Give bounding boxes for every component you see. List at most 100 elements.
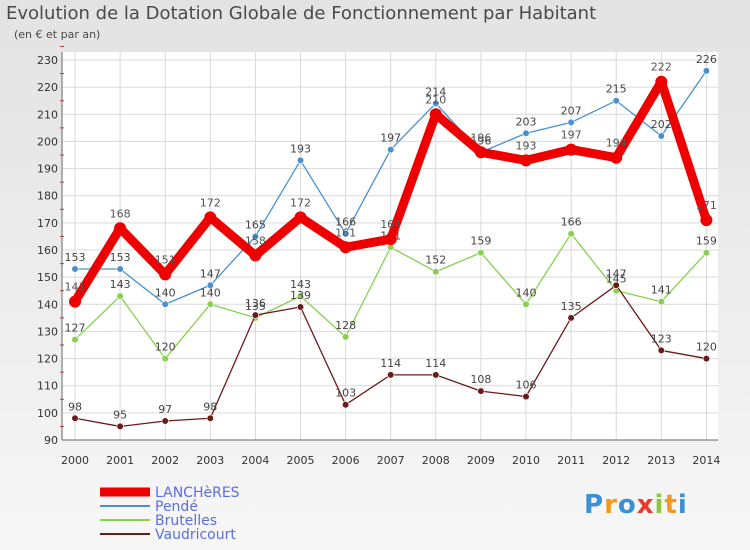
- data-label-pend-: 165: [245, 218, 266, 231]
- data-label-lanch-res: 210: [425, 93, 446, 106]
- data-label-vaudricourt: 97: [158, 403, 172, 416]
- y-tick-label: 120: [37, 353, 58, 366]
- x-tick-label: 2014: [692, 454, 720, 467]
- logo-letter: o: [617, 490, 637, 520]
- y-tick-label: 210: [37, 108, 58, 121]
- data-point-vaudricourt: [657, 346, 665, 355]
- data-label-vaudricourt: 98: [68, 400, 82, 413]
- data-point-brutelles: [342, 333, 350, 341]
- y-tick-label: 160: [37, 244, 58, 257]
- data-label-lanch-res: 197: [561, 129, 582, 142]
- x-tick-label: 2013: [647, 454, 675, 467]
- y-tick-label: 100: [37, 407, 58, 420]
- x-tick-label: 2005: [287, 454, 315, 467]
- data-label-pend-: 207: [561, 104, 582, 117]
- data-point-vaudricourt: [387, 371, 395, 379]
- data-label-vaudricourt: 108: [470, 373, 491, 386]
- y-tick-label: 190: [37, 163, 58, 176]
- data-point-lanch-res: [249, 249, 262, 262]
- data-point-vaudricourt: [161, 417, 169, 425]
- data-label-vaudricourt: 123: [651, 332, 672, 345]
- data-label-brutelles: 143: [290, 278, 311, 291]
- x-tick-label: 2007: [377, 454, 405, 467]
- y-tick-label: 170: [37, 217, 58, 230]
- data-label-lanch-res: 194: [606, 137, 627, 150]
- data-point-vaudricourt: [116, 422, 124, 431]
- data-label-brutelles: 145: [606, 273, 627, 286]
- data-point-pend-: [702, 67, 711, 75]
- data-point-pend-: [206, 281, 214, 289]
- data-label-vaudricourt: 98: [203, 400, 217, 413]
- data-label-pend-: 202: [651, 118, 672, 131]
- data-label-brutelles: 127: [65, 322, 86, 335]
- data-label-vaudricourt: 136: [245, 297, 266, 310]
- data-label-lanch-res: 222: [651, 61, 672, 74]
- data-label-lanch-res: 168: [110, 207, 131, 220]
- data-point-vaudricourt: [702, 354, 711, 363]
- data-label-vaudricourt: 147: [606, 267, 627, 280]
- y-tick-label: 200: [37, 135, 58, 148]
- data-label-pend-: 215: [606, 83, 627, 96]
- data-point-vaudricourt: [206, 414, 214, 422]
- y-tick-label: 180: [37, 190, 58, 203]
- data-point-vaudricourt: [251, 311, 259, 319]
- logo-letter: t: [664, 490, 678, 520]
- data-point-pend-: [116, 265, 124, 273]
- data-label-lanch-res: 172: [290, 196, 311, 209]
- data-label-vaudricourt: 135: [561, 300, 582, 313]
- data-label-lanch-res: 193: [516, 139, 537, 152]
- data-label-pend-: 153: [110, 251, 131, 264]
- x-tick-label: 2006: [332, 454, 360, 467]
- x-tick-label: 2001: [106, 454, 134, 467]
- data-point-vaudricourt: [612, 281, 620, 289]
- data-label-pend-: 147: [200, 267, 221, 280]
- data-label-pend-: 197: [380, 132, 401, 145]
- data-point-lanch-res: [610, 151, 623, 164]
- data-label-lanch-res: 151: [155, 253, 176, 266]
- data-point-pend-: [161, 300, 169, 308]
- data-label-pend-: 153: [65, 251, 86, 264]
- data-label-vaudricourt: 139: [290, 289, 311, 302]
- legend-label: Brutelles: [155, 513, 217, 529]
- x-tick-label: 2011: [557, 454, 585, 467]
- data-point-lanch-res: [339, 241, 352, 254]
- data-point-lanch-res: [700, 214, 713, 227]
- chart-title: Evolution de la Dotation Globale de Fonc…: [6, 3, 597, 24]
- data-label-brutelles: 120: [155, 341, 176, 354]
- data-point-lanch-res: [474, 146, 487, 159]
- data-point-brutelles: [116, 292, 124, 300]
- y-tick-label: 90: [44, 434, 58, 447]
- x-tick-label: 2010: [512, 454, 540, 467]
- data-label-pend-: 193: [290, 142, 311, 155]
- data-point-pend-: [296, 156, 305, 165]
- data-point-brutelles: [702, 249, 711, 257]
- x-tick-label: 2012: [602, 454, 630, 467]
- data-point-pend-: [522, 129, 530, 137]
- data-label-brutelles: 159: [696, 235, 717, 248]
- data-label-pend-: 203: [516, 115, 537, 128]
- data-point-lanch-res: [520, 154, 532, 167]
- logo-letter: P: [584, 490, 605, 520]
- data-point-lanch-res: [429, 108, 442, 121]
- y-tick-label: 140: [37, 298, 58, 311]
- data-label-lanch-res: 172: [200, 196, 221, 209]
- data-label-lanch-res: 141: [65, 281, 86, 294]
- legend-label: Vaudricourt: [155, 527, 236, 543]
- y-tick-label: 130: [37, 325, 58, 338]
- legend-label: Pendé: [155, 499, 198, 515]
- data-point-vaudricourt: [522, 392, 530, 401]
- data-point-pend-: [387, 145, 395, 154]
- data-label-vaudricourt: 106: [516, 379, 537, 392]
- data-label-brutelles: 152: [425, 254, 446, 267]
- y-tick-label: 150: [37, 271, 58, 284]
- data-label-brutelles: 166: [561, 216, 582, 229]
- data-label-vaudricourt: 114: [425, 357, 446, 370]
- x-tick-label: 2009: [467, 454, 495, 467]
- data-label-pend-: 226: [696, 53, 717, 66]
- data-label-brutelles: 140: [200, 286, 221, 299]
- data-point-brutelles: [161, 354, 169, 363]
- data-point-pend-: [342, 230, 350, 238]
- data-point-pend-: [612, 97, 620, 105]
- legend-label: LANCHèRES: [155, 485, 240, 501]
